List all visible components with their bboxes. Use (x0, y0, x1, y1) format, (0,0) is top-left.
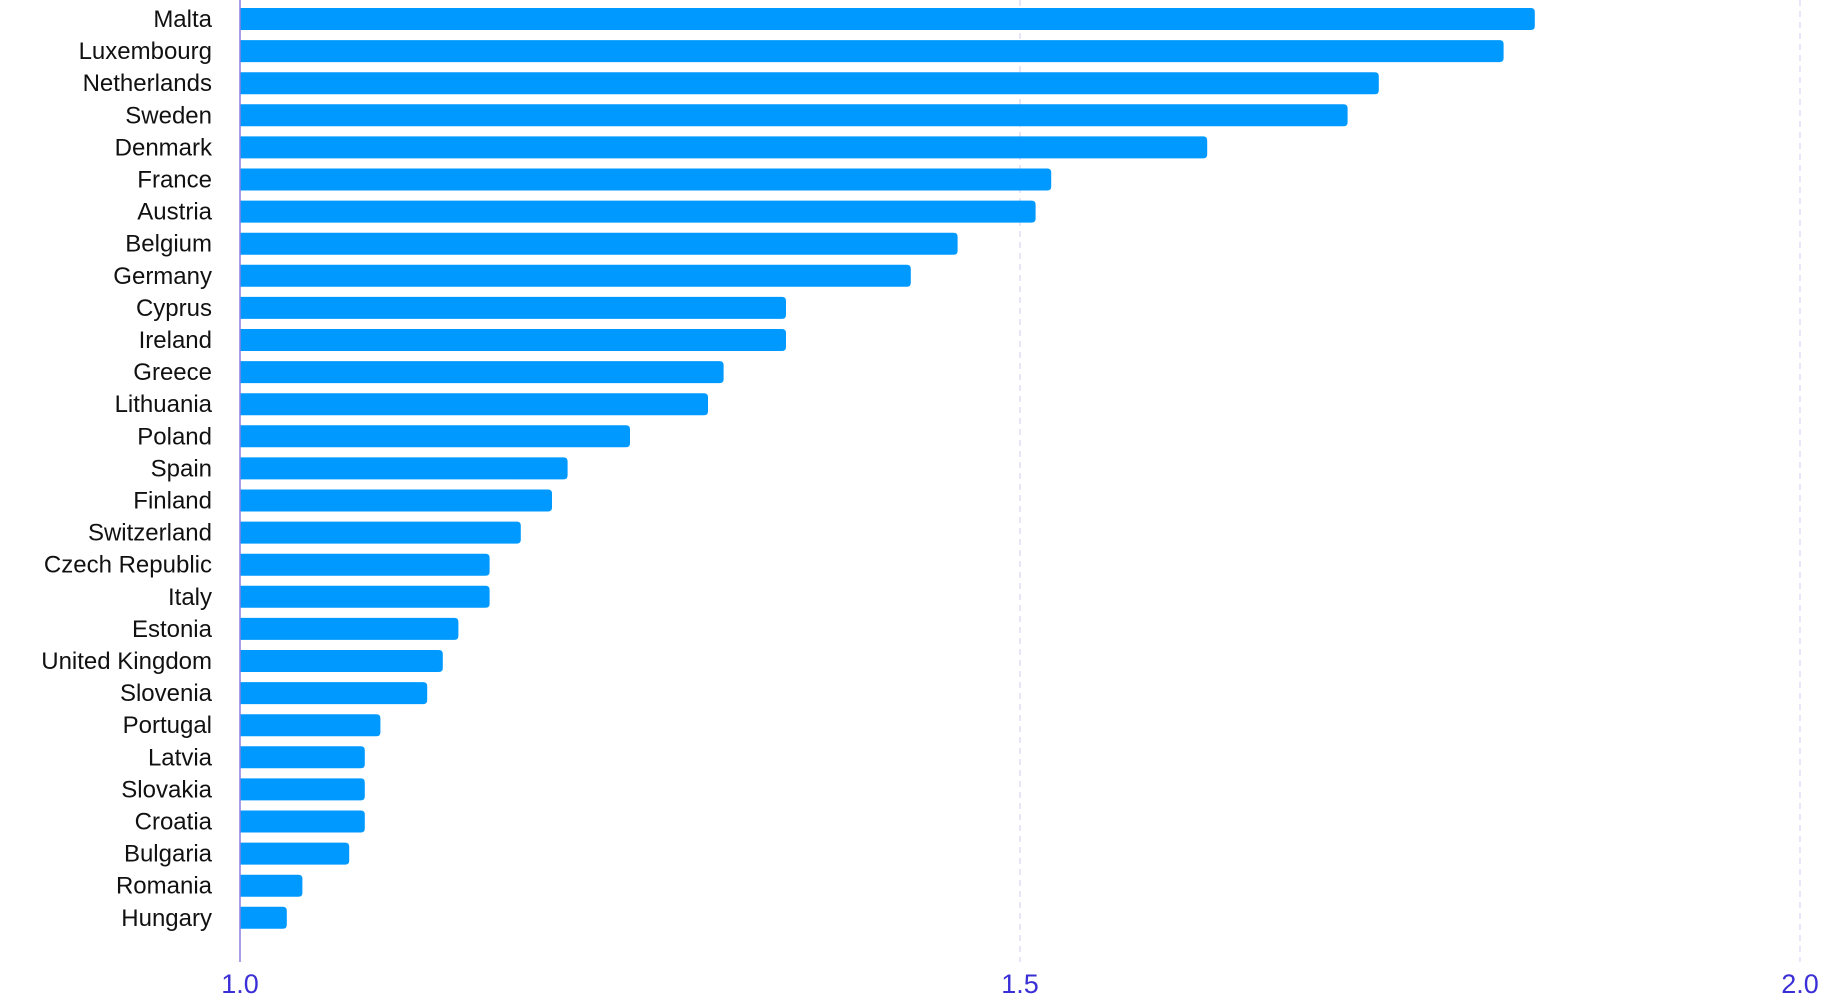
category-label: Switzerland (88, 520, 212, 547)
bar-austria (240, 200, 1036, 223)
bars (240, 8, 1535, 929)
bar-switzerland (240, 521, 521, 544)
bar-denmark (240, 136, 1208, 159)
bar-spain (240, 457, 568, 480)
category-label: Denmark (115, 134, 213, 161)
category-label: Spain (151, 455, 212, 482)
category-label: Netherlands (83, 70, 212, 97)
category-label: Poland (137, 423, 212, 450)
bar-hungary (240, 906, 287, 929)
bar-portugal (240, 714, 381, 737)
category-label: Estonia (132, 616, 213, 643)
bar-lithuania (240, 393, 708, 416)
x-tick-label: 2.0 (1781, 969, 1819, 999)
category-label: Ireland (139, 327, 212, 354)
category-label: Belgium (125, 231, 212, 258)
category-label: Austria (137, 199, 212, 226)
category-label: Cyprus (136, 295, 212, 322)
category-label: Croatia (135, 809, 213, 836)
bar-italy (240, 585, 490, 608)
bar-luxembourg (240, 40, 1504, 63)
bar-sweden (240, 104, 1348, 127)
bar-france (240, 168, 1052, 191)
bar-bulgaria (240, 842, 350, 865)
x-tick-labels: 1.0 1.5 2.0 (221, 969, 1819, 999)
bar-poland (240, 425, 630, 448)
bar-united-kingdom (240, 650, 443, 672)
category-label: Malta (153, 6, 212, 33)
x-tick-label: 1.5 (1001, 969, 1039, 999)
bar-greece (240, 361, 724, 384)
category-label: Slovenia (120, 680, 213, 707)
category-label: Slovakia (121, 776, 212, 803)
bar-romania (240, 874, 303, 897)
bar-ireland (240, 329, 786, 351)
bar-netherlands (240, 72, 1379, 95)
bar-finland (240, 489, 552, 512)
bar-slovenia (240, 682, 428, 705)
category-label: Finland (133, 488, 212, 515)
bar-malta (240, 8, 1535, 30)
category-label: Latvia (148, 744, 213, 771)
category-label: France (137, 167, 212, 194)
category-labels: Malta Luxembourg Netherlands Sweden Denmark F… (41, 6, 213, 932)
category-label: Bulgaria (124, 841, 213, 868)
category-label: Romania (116, 873, 213, 900)
bar-latvia (240, 746, 365, 769)
category-label: Italy (168, 584, 212, 611)
bar-germany (240, 264, 911, 287)
category-label: Luxembourg (79, 38, 212, 65)
bar-estonia (240, 617, 459, 640)
category-label: Czech Republic (44, 552, 212, 579)
category-label: Germany (113, 263, 212, 290)
bar-belgium (240, 232, 958, 255)
category-label: Greece (133, 359, 212, 386)
category-label: Sweden (125, 102, 212, 129)
bar-czech-republic (240, 553, 490, 576)
category-label: Portugal (123, 712, 212, 739)
bar-croatia (240, 810, 365, 833)
category-label: United Kingdom (41, 648, 212, 675)
bar-slovakia (240, 778, 365, 801)
category-label: Hungary (121, 905, 212, 932)
category-label: Lithuania (115, 391, 213, 418)
bar-cyprus (240, 296, 786, 319)
x-tick-label: 1.0 (221, 969, 259, 999)
